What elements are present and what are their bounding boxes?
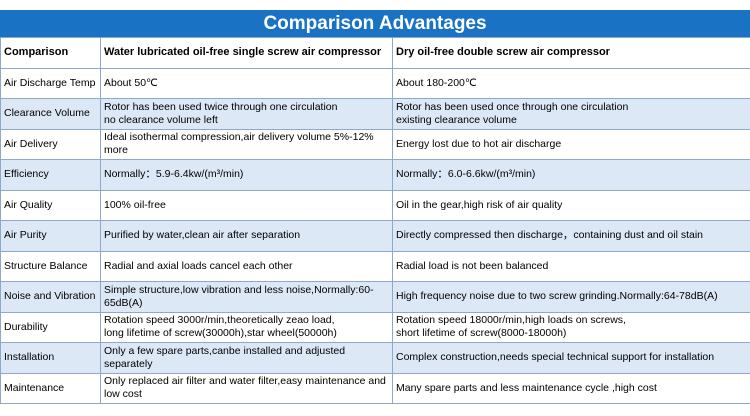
row-label: Air Purity	[0, 220, 101, 252]
comparison-table: Comparison Water lubricated oil-free sing…	[0, 37, 750, 404]
cell-line: Air Quality	[4, 198, 53, 211]
cell-line: Efficiency	[4, 168, 49, 181]
cell-line: Structure Balance	[4, 259, 88, 272]
row-label: Efficiency	[0, 159, 101, 191]
table-row: Noise and Vibration Simple structure,low …	[0, 281, 750, 313]
table-cell: Rotor has been used once through one cir…	[392, 98, 750, 130]
header-cell: Water lubricated oil-free single screw a…	[100, 37, 393, 69]
table-row: Air Delivery Ideal isothermal compression…	[0, 128, 750, 160]
header-cell: Dry oil-free double screw air compressor	[392, 37, 750, 69]
table-cell: Many spare parts and less maintenance cy…	[392, 372, 750, 404]
table-row: Clearance Volume Rotor has been used twic…	[0, 98, 750, 130]
cell-line: Maintenance	[4, 381, 65, 394]
table-cell: Radial load is not been balanced	[392, 250, 750, 282]
header-cell: Comparison	[0, 37, 101, 69]
table-cell: 100% oil-free	[100, 189, 393, 221]
cell-line: Many spare parts and less maintenance cy…	[396, 381, 657, 394]
cell-line: Only a few spare parts,canbe installed a…	[104, 344, 346, 370]
row-label: Air Delivery	[0, 128, 101, 160]
table-row: Maintenance Only replaced air filter and …	[0, 372, 750, 404]
table-cell: Radial and axial loads cancel each other	[100, 250, 393, 282]
table-cell: Oil in the gear,high risk of air quality	[392, 189, 750, 221]
row-label: Durability	[0, 311, 101, 343]
cell-line: Purified by water,clean air after separa…	[104, 229, 301, 242]
table-cell: Directly compressed then discharge，conta…	[392, 220, 750, 252]
cell-line: Rotation speed 3000r/min,theoretically z…	[104, 314, 335, 327]
table-cell: Only replaced air filter and water filte…	[100, 372, 393, 404]
table-cell: Rotor has been used twice through one ci…	[100, 98, 393, 130]
table-cell: Only a few spare parts,canbe installed a…	[100, 342, 393, 374]
row-label: Clearance Volume	[0, 98, 101, 130]
table-row: Air Quality 100% oil-free Oil in the gear,…	[0, 189, 750, 221]
cell-line: Normally：5.9-6.4kw/(m³/min)	[104, 168, 244, 181]
table-cell: Ideal isothermal compression,air deliver…	[100, 128, 393, 160]
table-cell: Normally：6.0-6.6kw/(m³/min)	[392, 159, 750, 191]
header-row: Comparison Water lubricated oil-free sing…	[0, 37, 750, 69]
cell-line: Complex construction,needs special techn…	[396, 351, 715, 364]
cell-line: short lifetime of screw(8000-18000h)	[396, 327, 567, 340]
cell-line: Rotor has been used once through one cir…	[396, 100, 629, 113]
cell-line: Noise and Vibration	[4, 290, 96, 303]
table-cell: Complex construction,needs special techn…	[392, 342, 750, 374]
cell-line: Only replaced air filter and water filte…	[104, 375, 386, 401]
cell-line: Radial load is not been balanced	[396, 259, 549, 272]
cell-line: 100% oil-free	[104, 198, 166, 211]
cell-line: Rotation speed 18000r/min,high loads on …	[396, 314, 626, 327]
table-row: Durability Rotation speed 3000r/min,theor…	[0, 311, 750, 343]
cell-line: Installation	[4, 351, 55, 364]
cell-line: Air Discharge Temp	[4, 76, 96, 89]
cell-line: Energy lost due to hot air discharge	[396, 137, 562, 150]
cell-line: High frequency noise due to two screw gr…	[396, 290, 718, 303]
table-cell: Rotation speed 18000r/min,high loads on …	[392, 311, 750, 343]
table-row: Air Discharge Temp About 50℃ About 180-200…	[0, 67, 750, 99]
title-banner: Comparison Advantages	[0, 10, 750, 37]
table-cell: Energy lost due to hot air discharge	[392, 128, 750, 160]
table-cell: Simple structure,low vibration and less …	[100, 281, 393, 313]
cell-line: Durability	[4, 320, 48, 333]
table-row: Installation Only a few spare parts,canbe…	[0, 342, 750, 374]
cell-line: long lifetime of screw(30000h),star whee…	[104, 327, 337, 340]
cell-line: Rotor has been used twice through one ci…	[104, 100, 338, 113]
cell-line: Air Delivery	[4, 137, 58, 150]
cell-line: Normally：6.0-6.6kw/(m³/min)	[396, 168, 536, 181]
cell-line: Simple structure,low vibration and less …	[104, 283, 374, 309]
cell-line: Ideal isothermal compression,air deliver…	[104, 131, 374, 157]
table-cell: About 180-200℃	[392, 67, 750, 99]
table-row: Efficiency Normally：5.9-6.4kw/(m³/min) Nor…	[0, 159, 750, 191]
table-cell: Normally：5.9-6.4kw/(m³/min)	[100, 159, 393, 191]
cell-line: Radial and axial loads cancel each other	[104, 259, 293, 272]
cell-line: no clearance volume left	[104, 113, 218, 126]
row-label: Structure Balance	[0, 250, 101, 282]
row-label: Air Quality	[0, 189, 101, 221]
table-row: Air Purity Purified by water,clean air af…	[0, 220, 750, 252]
row-label: Noise and Vibration	[0, 281, 101, 313]
row-label: Air Discharge Temp	[0, 67, 101, 99]
row-label: Installation	[0, 342, 101, 374]
table-row: Structure Balance Radial and axial loads …	[0, 250, 750, 282]
cell-line: existing clearance volume	[396, 113, 517, 126]
table-cell: Purified by water,clean air after separa…	[100, 220, 393, 252]
cell-line: About 50℃	[104, 76, 158, 89]
cell-line: Oil in the gear,high risk of air quality	[396, 198, 563, 211]
table-cell: About 50℃	[100, 67, 393, 99]
cell-line: Air Purity	[4, 229, 47, 242]
cell-line: Clearance Volume	[4, 107, 90, 120]
table-cell: Rotation speed 3000r/min,theoretically z…	[100, 311, 393, 343]
cell-line: Directly compressed then discharge，conta…	[396, 229, 703, 242]
row-label: Maintenance	[0, 372, 101, 404]
cell-line: About 180-200℃	[396, 76, 477, 89]
table-cell: High frequency noise due to two screw gr…	[392, 281, 750, 313]
